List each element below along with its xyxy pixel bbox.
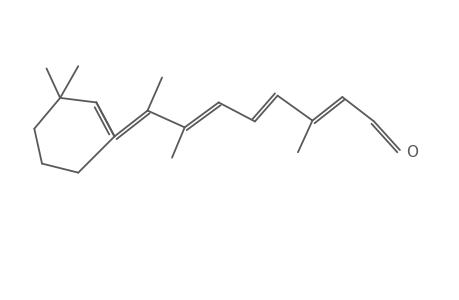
Text: O: O bbox=[405, 145, 417, 160]
